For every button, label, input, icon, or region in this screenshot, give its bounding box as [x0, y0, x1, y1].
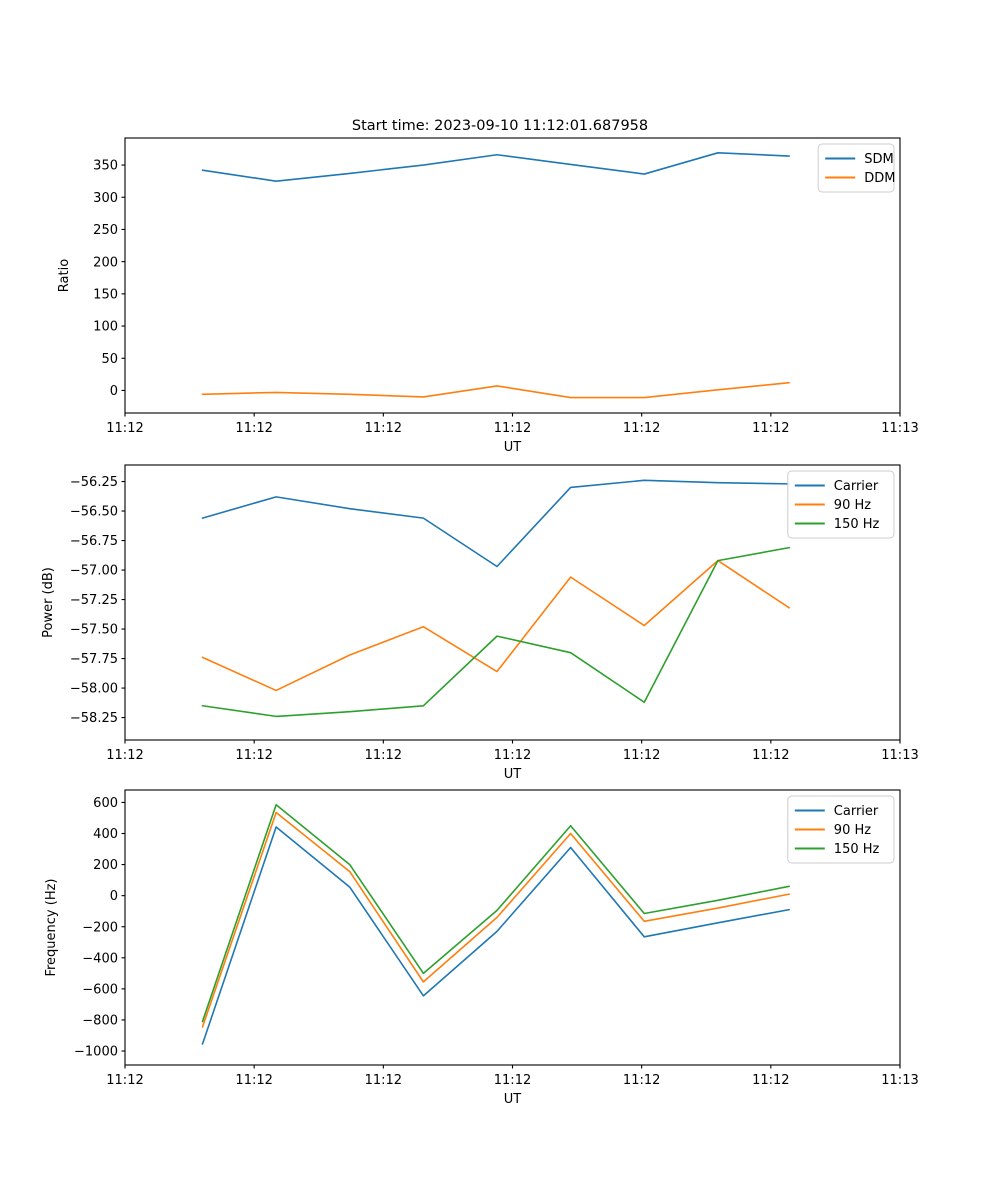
power-yaxis-label: Power (dB) [41, 567, 56, 638]
ratio-xtick-label: 11:12 [494, 421, 531, 436]
power-legend[interactable] [787, 470, 895, 539]
power-xtick-label: 11:12 [365, 748, 402, 763]
frequency-legend-label-150-hz: 150 Hz [834, 842, 880, 857]
subplot-frequency: 600 400 200 0 −200 −400 −600 −800 −1000 11:12 11:1… [0, 775, 1000, 1200]
frequency-ytick-label: −400 [82, 951, 118, 966]
power-series-150-hz [201, 546, 790, 718]
ratio-xtick-label: 11:13 [881, 421, 918, 436]
power-series-carrier [201, 479, 790, 568]
power-legend-label-150-hz: 150 Hz [834, 517, 880, 532]
ratio-axes-frame [124, 137, 901, 414]
power-xtick-label: 11:12 [235, 748, 272, 763]
power-ytick-label: −56.25 [70, 475, 118, 490]
frequency-ytick-label: −600 [82, 982, 118, 997]
frequency-ytick-label: −800 [82, 1014, 118, 1029]
ratio-ytick-label: 0 [110, 384, 118, 399]
frequency-ytick-label: 600 [93, 796, 118, 811]
ratio-xtick-label: 11:12 [106, 421, 143, 436]
ratio-xtick-label: 11:12 [235, 421, 272, 436]
frequency-ytick-label: 200 [93, 858, 118, 873]
ratio-legend-label-sdm: SDM [864, 152, 893, 167]
power-ytick-label: −57.25 [70, 593, 118, 608]
frequency-xtick-label: 11:12 [752, 1073, 789, 1088]
frequency-ytick-label: 0 [110, 889, 118, 904]
plot-area-frequency: 600 400 200 0 −200 −400 −600 −800 −1000 11:12 11:1… [44, 789, 919, 1107]
frequency-series-90-hz [201, 811, 790, 1028]
ratio-ytick-label: 150 [93, 287, 118, 302]
frequency-xaxis-label: UT [504, 1092, 522, 1107]
frequency-xtick-label: 11:12 [494, 1073, 531, 1088]
ratio-series-sdm [201, 152, 790, 182]
frequency-xtick-label: 11:13 [881, 1073, 918, 1088]
power-xtick-label: 11:12 [494, 748, 531, 763]
power-ytick-label: −56.75 [70, 534, 118, 549]
ratio-ytick-label: 250 [93, 223, 118, 238]
subplot-ratio: Start time: 2023-09-10 11:12:01.687958 0… [0, 110, 1000, 460]
figure-title: Start time: 2023-09-10 11:12:01.687958 [351, 118, 649, 134]
ratio-xtick-label: 11:12 [623, 421, 660, 436]
frequency-yaxis-label: Frequency (Hz) [44, 878, 59, 976]
power-xtick-label: 11:12 [623, 748, 660, 763]
frequency-legend-label-carrier: Carrier [834, 804, 879, 819]
ratio-ytick-label: 300 [93, 191, 118, 206]
frequency-ytick-label: −1000 [74, 1045, 118, 1060]
power-xaxis-label: UT [504, 767, 522, 782]
ratio-xtick-label: 11:12 [365, 421, 402, 436]
frequency-xtick-label: 11:12 [365, 1073, 402, 1088]
power-ytick-label: −56.50 [70, 505, 118, 520]
power-ytick-label: −57.75 [70, 652, 118, 667]
ratio-ytick-label: 100 [93, 320, 118, 335]
power-legend-label-90-hz: 90 Hz [834, 498, 871, 513]
power-xtick-label: 11:12 [106, 748, 143, 763]
frequency-xtick-label: 11:12 [106, 1073, 143, 1088]
ratio-ytick-label: 50 [101, 352, 118, 367]
frequency-legend[interactable] [787, 795, 895, 864]
power-ytick-label: −58.25 [70, 711, 118, 726]
ratio-ytick-label: 200 [93, 255, 118, 270]
power-legend-label-carrier: Carrier [834, 479, 879, 494]
power-xtick-label: 11:12 [752, 748, 789, 763]
ratio-legend[interactable] [817, 143, 895, 193]
ratio-ytick-label: 350 [93, 159, 118, 174]
frequency-ytick-label: 400 [93, 827, 118, 842]
ratio-yaxis-label: Ratio [57, 259, 72, 292]
plot-area-power: −56.25 −56.50 −56.75 −57.00 −57.25 −57.50 −57.… [41, 464, 919, 782]
power-ytick-label: −58.00 [70, 682, 118, 697]
ratio-xaxis-label: UT [504, 440, 522, 455]
frequency-xtick-label: 11:12 [235, 1073, 272, 1088]
power-series-90-hz [201, 559, 790, 692]
power-ytick-label: −57.50 [70, 623, 118, 638]
power-ytick-label: −57.00 [70, 564, 118, 579]
ratio-xtick-label: 11:12 [752, 421, 789, 436]
frequency-ytick-label: −200 [82, 920, 118, 935]
ratio-series-ddm [201, 381, 790, 399]
frequency-series-150-hz [201, 803, 790, 1023]
frequency-series-carrier [201, 826, 790, 1045]
plot-area-ratio: 0 50 100 150 200 250 300 350 11:12 11:12 11:12 11:1… [57, 137, 919, 455]
ratio-legend-label-ddm: DDM [864, 171, 895, 186]
subplot-power: −56.25 −56.50 −56.75 −57.00 −57.25 −57.50 −57.… [0, 445, 1000, 785]
frequency-xtick-label: 11:12 [623, 1073, 660, 1088]
power-xtick-label: 11:13 [881, 748, 918, 763]
frequency-legend-label-90-hz: 90 Hz [834, 823, 871, 838]
